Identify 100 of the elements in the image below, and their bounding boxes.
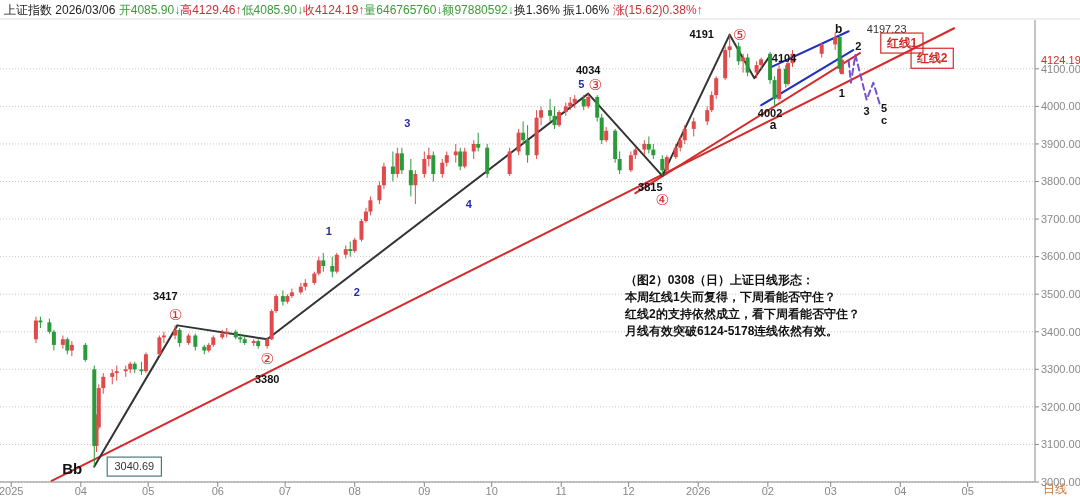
candlestick [660, 154, 665, 177]
x-tick-label: 2025 [0, 485, 24, 497]
candlestick [51, 329, 56, 352]
y-tick-label: 3900.00 [1041, 137, 1080, 150]
candlestick [727, 34, 732, 59]
candlestick [422, 150, 427, 179]
candlestick [440, 158, 445, 179]
x-tick-label: 12 [622, 485, 635, 497]
candlestick [525, 124, 530, 164]
line-series [847, 53, 882, 107]
candlestick [453, 143, 458, 164]
x-tick-label: 05 [142, 485, 155, 497]
candlestick [381, 162, 386, 190]
candlestick [330, 256, 335, 278]
candlestick [772, 75, 777, 107]
candlestick [691, 117, 696, 137]
x-tick-label: 10 [485, 485, 498, 497]
candlestick [334, 252, 339, 275]
candlestick [143, 351, 148, 374]
annotation: 3417 [153, 290, 178, 303]
candlestick [395, 147, 400, 179]
candlestick [399, 147, 404, 175]
annotation: ④ [655, 191, 670, 209]
candlestick [60, 335, 65, 350]
candlestick [736, 42, 741, 66]
candlestick [431, 150, 436, 183]
annotation: 3040.69 [114, 460, 155, 473]
candlestick [426, 147, 431, 167]
x-tick-label: 08 [348, 485, 361, 497]
y-tick-label: 3800.00 [1041, 175, 1080, 188]
x-tick-label: 03 [824, 485, 837, 497]
annotation: ③ [588, 75, 602, 93]
candlestick [783, 64, 788, 89]
annotation: 2 [353, 285, 360, 298]
candlestick [476, 132, 481, 152]
x-tick-label: 04 [74, 485, 87, 497]
candlestick [682, 124, 687, 145]
annotation: 3 [863, 105, 870, 118]
candlestick [595, 94, 600, 122]
annotation: ① [168, 305, 183, 323]
candlestick [289, 288, 294, 299]
annotation: c [881, 114, 888, 127]
text: 4124.19 [1041, 53, 1080, 66]
y-tick-label: 3200.00 [1041, 400, 1080, 413]
candlestick [628, 150, 633, 173]
y-tick-label: 3500.00 [1041, 288, 1080, 301]
annotation: 红线2的支持依然成立，看下周看能否守住？ [624, 307, 860, 321]
candlestick [157, 335, 162, 357]
annotation: 5 [578, 78, 585, 91]
annotation: 月线有效突破6124-5178连线依然有效。 [624, 324, 839, 338]
candlestick [599, 113, 604, 145]
x-tick-label: 04 [894, 485, 907, 497]
annotation: 4191 [689, 28, 714, 41]
candlestick [458, 147, 463, 171]
y-tick-label: 3600.00 [1041, 250, 1080, 263]
candlestick [709, 90, 714, 113]
annotation: a [769, 118, 777, 133]
candlestick [359, 218, 364, 243]
candlestick [552, 105, 557, 130]
x-tick-label: 07 [279, 485, 292, 497]
candlestick [471, 139, 476, 160]
candlestick [462, 147, 467, 169]
candlestick [745, 53, 750, 77]
x-tick-label: 09 [418, 485, 431, 497]
candlestick [548, 98, 553, 122]
candlestick [413, 169, 418, 205]
candlestick [316, 256, 321, 276]
annotation: 4034 [575, 64, 602, 77]
y-tick-label: 3700.00 [1041, 212, 1080, 225]
candlestick [83, 342, 88, 363]
candlestick [714, 75, 719, 100]
x-tick-label: 06 [211, 485, 224, 497]
y-tick-label: 3300.00 [1041, 363, 1080, 376]
annotation: 红线1 [885, 36, 918, 51]
x-tick-label: 11 [555, 485, 567, 497]
y-tick-label: 3100.00 [1041, 438, 1080, 451]
annotation: ⑤ [732, 25, 747, 43]
annotation: 2 [855, 39, 862, 52]
annotation: 1 [325, 224, 332, 237]
candlestick [705, 105, 710, 126]
y-tick-label: 3400.00 [1041, 325, 1080, 338]
candlestick [173, 324, 178, 340]
candlestick [516, 128, 521, 156]
candlestick [617, 150, 622, 175]
candlestick [759, 57, 764, 70]
annotation: 1 [838, 86, 845, 99]
candlestick [390, 150, 395, 183]
candlestick [177, 327, 182, 348]
candlestick [33, 316, 38, 344]
candlestick [377, 181, 382, 205]
annotation: ② [260, 349, 274, 367]
y-tick-label: 4000.00 [1041, 100, 1080, 113]
candlestick [507, 147, 512, 177]
annotation: 红线2 [915, 51, 948, 66]
candlestick [408, 158, 413, 198]
annotation: （图2）0308（日）上证日线形态： [625, 273, 815, 287]
candlestick [101, 372, 106, 395]
annotation: 本周红线1失而复得，下周看能否守住？ [624, 290, 836, 304]
annotation: 3380 [254, 373, 280, 386]
candlestick [280, 289, 285, 306]
